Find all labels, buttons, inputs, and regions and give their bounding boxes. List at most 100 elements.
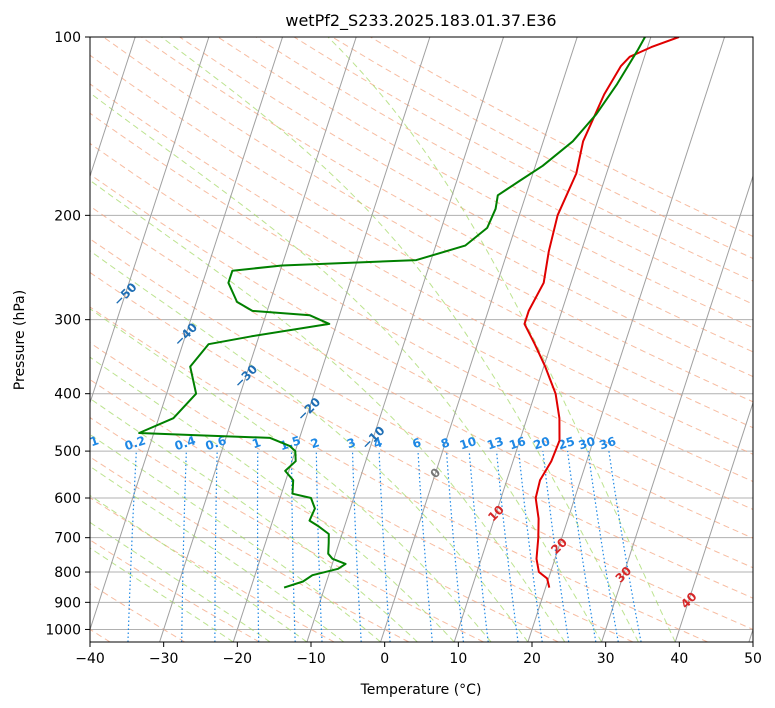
dry-adiabat-line (90, 497, 335, 642)
isotherm-line (232, 37, 431, 642)
isotherm-line (674, 401, 753, 642)
mixing-ratio-label: 10 (458, 434, 478, 452)
isotherm-line (527, 37, 726, 642)
mixing-ratio-label: 0.6 (204, 433, 229, 453)
x-tick-label: −20 (223, 651, 253, 667)
isotherm-line (380, 37, 578, 642)
isotherm-label: 20 (548, 535, 570, 557)
x-tick-label: 40 (670, 651, 688, 667)
x-tick-label: 30 (597, 651, 615, 667)
dry-adiabat-line (90, 417, 484, 642)
y-tick-label: 100 (54, 30, 81, 46)
x-tick-label: 10 (449, 651, 467, 667)
moist-adiabat-line (90, 308, 492, 642)
isotherm-line (306, 37, 505, 642)
isotherm-label: 0 (428, 465, 444, 481)
mixing-ratio-line (127, 451, 137, 642)
temperature-line (523, 37, 680, 588)
x-tick-label: −30 (149, 651, 179, 667)
mixing-ratio-label: 25 (556, 434, 576, 452)
isotherm-line (90, 37, 136, 178)
mixing-ratio-label: 1.5 (278, 433, 303, 453)
mixing-ratio-label: 16 (507, 434, 527, 452)
dry-adiabat-line (90, 539, 260, 642)
mixing-ratio-label: 0.2 (123, 433, 148, 453)
mixing-ratio-line (214, 451, 218, 642)
isotherm-line (601, 174, 753, 642)
mixing-ratio-line (256, 451, 260, 642)
y-axis: 100 200 300 400 500 600 700 800 900 1000 (45, 30, 90, 638)
isotherm-line (0, 37, 62, 642)
dry-adiabat-line (90, 142, 753, 511)
isotherm-line (159, 37, 357, 642)
dry-adiabat-line (90, 238, 753, 599)
isotherm-label: 40 (678, 589, 700, 611)
isotherm-label: −20 (294, 395, 323, 424)
moist-adiabat-line (90, 521, 271, 642)
moist-adiabat-line (90, 494, 308, 642)
y-tick-label: 800 (54, 565, 81, 581)
mixing-ratio-label: 13 (485, 434, 505, 452)
moist-adiabat-line (327, 37, 676, 642)
x-tick-label: 0 (380, 651, 389, 667)
dry-adiabat-line (217, 37, 753, 329)
mixing-ratio-label: 0.4 (173, 433, 198, 453)
mixing-ratio-line (587, 451, 619, 642)
y-tick-label: 300 (54, 313, 81, 329)
x-tick-label: 50 (744, 651, 762, 667)
y-tick-label: 500 (54, 444, 81, 460)
moist-adiabat-line (161, 37, 639, 642)
dry-adiabat-line (103, 37, 753, 403)
isotherm-label: −70 (0, 175, 26, 204)
dewpoint-line (138, 37, 646, 589)
mixing-ratio-line (468, 451, 489, 642)
x-tick-label: 20 (523, 651, 541, 667)
mixing-ratio-line (518, 451, 543, 642)
mixing-ratio-label: 30 (577, 434, 597, 452)
y-tick-label: 700 (54, 531, 81, 547)
dry-adiabat-line (90, 379, 559, 642)
isotherm-label: −50 (111, 280, 140, 309)
moist-adiabat-line (90, 356, 455, 642)
x-axis-label: Temperature (°C) (360, 682, 482, 698)
x-tick-label: −10 (296, 651, 326, 667)
dry-adiabat-line (90, 456, 410, 642)
y-tick-label: 1000 (45, 622, 81, 638)
moist-adiabat-line (90, 547, 234, 642)
mixing-ratio-label: 3 (345, 435, 357, 451)
isotherm-label: 30 (613, 564, 635, 586)
dry-adiabat-line (90, 205, 753, 569)
mixing-ratio-line (181, 451, 187, 642)
moist-adiabat-line (90, 179, 566, 642)
dry-adiabat-line (90, 173, 753, 539)
dry-adiabat-line (90, 271, 753, 630)
mixing-ratio-line (417, 451, 433, 642)
mixing-ratio-label: 4 (372, 435, 384, 451)
mixing-ratio-line (542, 451, 570, 642)
mixing-ratio-label: 36 (598, 434, 618, 452)
mixing-ratio-label: 8 (439, 435, 451, 451)
isotherm-label: −60 (53, 231, 82, 260)
mixing-ratio-line (567, 451, 597, 642)
moist-adiabat-line (90, 433, 381, 642)
background-lines (0, 37, 753, 642)
dry-adiabat-line (90, 306, 708, 642)
isotherm-line (90, 37, 284, 632)
mixing-ratio-label: 0.1 (76, 433, 101, 453)
plot-frame (89, 36, 754, 643)
line-labels: 0.10.20.40.611.52346810131620253036−100−… (0, 175, 700, 611)
y-axis-label: Pressure (hPa) (12, 290, 28, 390)
chart-title: wetPf2_S233.2025.183.01.37.E36 (285, 11, 556, 31)
mixing-ratio-line (445, 451, 464, 642)
mixing-ratio-label: 6 (411, 435, 423, 451)
mixing-ratio-line (496, 451, 519, 642)
mixing-ratio-label: 1 (250, 435, 262, 451)
x-tick-label: −40 (75, 651, 105, 667)
y-tick-label: 900 (54, 595, 81, 611)
isotherm-line (90, 37, 210, 405)
x-axis: −40 −30 −20 −10 0 10 20 30 40 50 (75, 642, 762, 667)
y-tick-label: 400 (54, 387, 81, 403)
moist-adiabat-line (90, 250, 529, 642)
moist-adiabat-line (90, 397, 418, 642)
dry-adiabat-line (90, 83, 753, 455)
